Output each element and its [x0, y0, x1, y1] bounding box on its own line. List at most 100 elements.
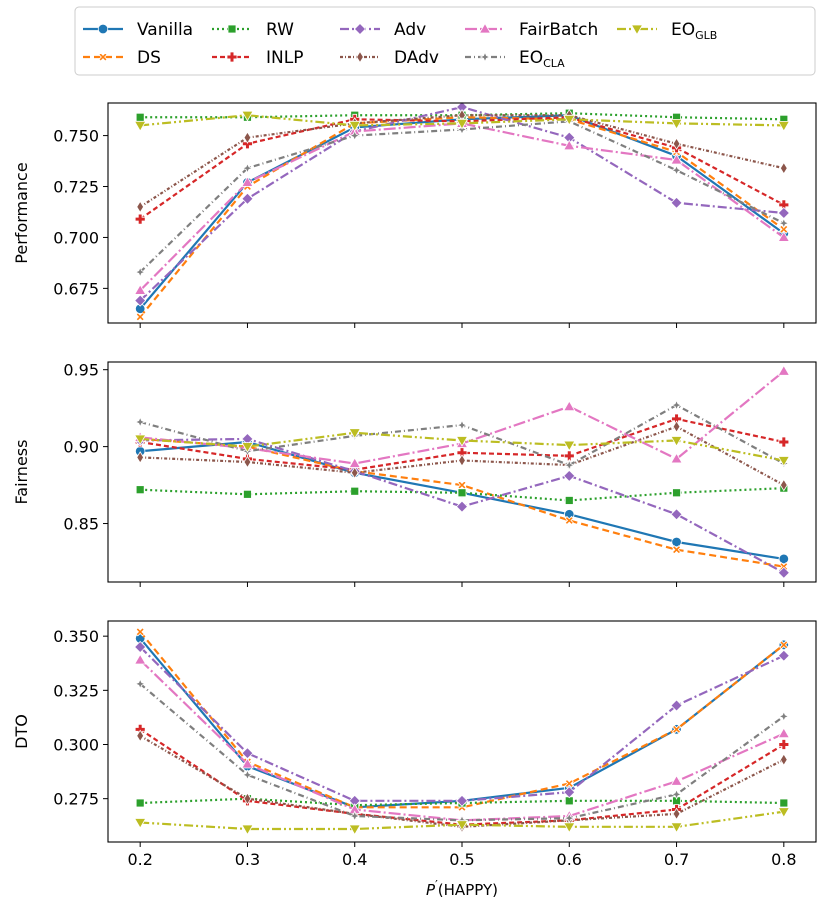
data-point — [777, 231, 791, 242]
x-tick-label: 0.6 — [557, 850, 582, 869]
data-point — [136, 200, 145, 214]
data-point — [671, 536, 682, 548]
plot-frame — [107, 102, 817, 324]
data-point — [777, 364, 791, 376]
data-point — [777, 807, 791, 818]
legend-frame — [74, 6, 816, 76]
data-point — [241, 162, 254, 174]
series — [135, 112, 789, 322]
y-tick-label: 0.350 — [53, 627, 99, 646]
series — [136, 420, 788, 492]
plot-frame — [107, 361, 817, 583]
data-point — [670, 196, 683, 209]
data-point — [241, 176, 254, 187]
series — [134, 110, 790, 314]
x-tick-label: 0.5 — [449, 850, 474, 869]
data-point — [350, 486, 360, 496]
data-point — [563, 450, 575, 462]
legend-label: DS — [137, 48, 161, 68]
series-line — [139, 637, 785, 809]
y-tick-label: 0.95 — [63, 361, 99, 380]
y-tick-label: 0.275 — [53, 790, 99, 809]
data-point — [243, 489, 252, 499]
data-point — [564, 778, 574, 789]
data-point — [779, 798, 789, 808]
y-tick-label: 0.325 — [53, 681, 99, 700]
data-point — [133, 434, 147, 446]
legend-marker — [356, 50, 364, 64]
legend-label-text: RW — [266, 20, 294, 40]
data-point — [671, 724, 682, 734]
data-point — [672, 420, 681, 433]
data-point — [241, 769, 254, 781]
data-point — [564, 496, 574, 505]
legend-entry: FairBatch — [465, 20, 598, 40]
data-point — [136, 729, 145, 743]
data-point — [779, 640, 789, 650]
data-point — [241, 824, 254, 836]
data-point — [563, 440, 576, 452]
legend-entry: Vanilla — [83, 20, 193, 40]
data-point — [779, 478, 788, 492]
data-point — [243, 792, 252, 805]
legend-label: EOGLB — [671, 20, 717, 42]
data-point — [348, 121, 361, 132]
data-point — [243, 131, 252, 144]
data-point — [670, 118, 683, 130]
legend-entry: RW — [212, 20, 294, 40]
data-point — [671, 545, 682, 555]
data-point — [778, 739, 790, 750]
data-point — [670, 822, 683, 834]
legend-marker — [479, 51, 491, 63]
x-tick-label: 0.7 — [664, 850, 689, 869]
legend-label-text: INLP — [266, 48, 303, 68]
data-point — [563, 459, 575, 471]
y-tick-label: 0.725 — [53, 178, 99, 197]
legend-marker — [478, 22, 492, 34]
data-point — [135, 627, 145, 637]
y-tick-label: 0.700 — [53, 228, 99, 247]
data-point — [670, 699, 683, 712]
data-point — [670, 399, 683, 411]
series — [134, 640, 790, 807]
data-point — [777, 649, 790, 662]
legend-marker — [98, 52, 108, 62]
data-point — [350, 466, 359, 480]
legend-label: DAdv — [394, 48, 439, 68]
data-point — [456, 419, 468, 431]
data-point — [241, 192, 254, 205]
data-point — [778, 553, 790, 565]
series-line — [139, 122, 785, 292]
data-point — [135, 798, 145, 808]
data-point — [670, 775, 683, 786]
data-point — [134, 213, 146, 225]
data-point — [670, 508, 683, 521]
legend-label-text: DS — [137, 48, 161, 68]
data-point — [455, 820, 469, 831]
data-point — [777, 566, 790, 579]
data-point — [563, 139, 576, 151]
data-point — [564, 515, 574, 526]
series-line — [139, 116, 785, 318]
legend-entry: INLP — [212, 48, 303, 68]
data-point — [136, 451, 145, 464]
panels: 0.6750.7000.7250.750Performance0.850.900… — [12, 101, 817, 869]
data-point — [777, 727, 791, 739]
x-axis-label-main: P — [426, 881, 436, 899]
legend-label-text: Adv — [394, 20, 426, 40]
data-point — [348, 457, 361, 468]
legend-entry: DS — [83, 48, 161, 68]
panel: 0.85 0.90 0.95 Fairness — [12, 361, 817, 587]
legend-label: Adv — [394, 20, 426, 40]
data-point — [777, 456, 791, 467]
x-tick-label: 0.4 — [342, 850, 367, 869]
data-point — [135, 485, 145, 495]
series — [134, 633, 790, 813]
y-tick-label: 0.90 — [63, 438, 99, 457]
legend-marker — [630, 24, 644, 36]
data-point — [243, 455, 252, 469]
data-point — [241, 757, 254, 769]
data-point — [134, 266, 146, 278]
data-point — [348, 428, 361, 440]
series — [133, 428, 791, 467]
